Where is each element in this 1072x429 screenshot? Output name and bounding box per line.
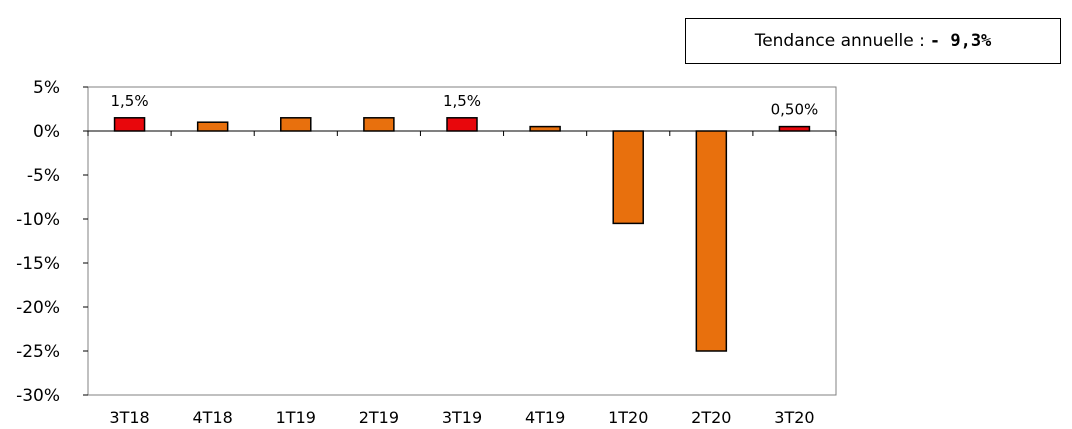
bar-2t19 — [363, 117, 395, 132]
y-tick-label: -5% — [27, 166, 60, 186]
x-tick-label: 2T20 — [691, 408, 731, 427]
x-tick-label: 4T18 — [193, 408, 233, 427]
x-tick-label: 1T20 — [608, 408, 648, 427]
y-tick-label: -10% — [16, 210, 60, 230]
bar-4t18 — [196, 121, 229, 132]
bar-4t19 — [529, 125, 561, 132]
annual-trend-value: - 9,3% — [929, 31, 992, 51]
bar-3t19 — [446, 117, 478, 132]
bar-1t20 — [612, 130, 644, 225]
y-tick-label: -25% — [16, 342, 60, 362]
y-tick-label: -20% — [16, 298, 60, 318]
annual-trend-label: Tendance annuelle : — [754, 31, 925, 51]
y-tick-label: 5% — [33, 78, 60, 98]
plot-area-frame — [87, 86, 837, 396]
annual-trend-box: Tendance annuelle : - 9,3% — [685, 18, 1061, 64]
y-tick-label: -30% — [16, 386, 60, 406]
x-tick-label: 1T19 — [276, 408, 316, 427]
x-tick-label: 2T19 — [359, 408, 399, 427]
x-tick-label: 3T18 — [109, 408, 149, 427]
bar-3t18 — [113, 117, 146, 132]
data-label: 1,5% — [443, 92, 481, 110]
bar-1t19 — [280, 117, 312, 132]
y-tick-label: 0% — [33, 122, 60, 142]
bar-2t20 — [695, 130, 728, 352]
data-label: 1,5% — [111, 92, 149, 110]
x-tick-label: 4T19 — [525, 408, 565, 427]
y-tick-label: -15% — [16, 254, 60, 274]
x-tick-label: 3T19 — [442, 408, 482, 427]
data-label: 0,50% — [771, 101, 819, 119]
x-tick-label: 3T20 — [774, 408, 814, 427]
bar-3t20 — [778, 125, 811, 132]
